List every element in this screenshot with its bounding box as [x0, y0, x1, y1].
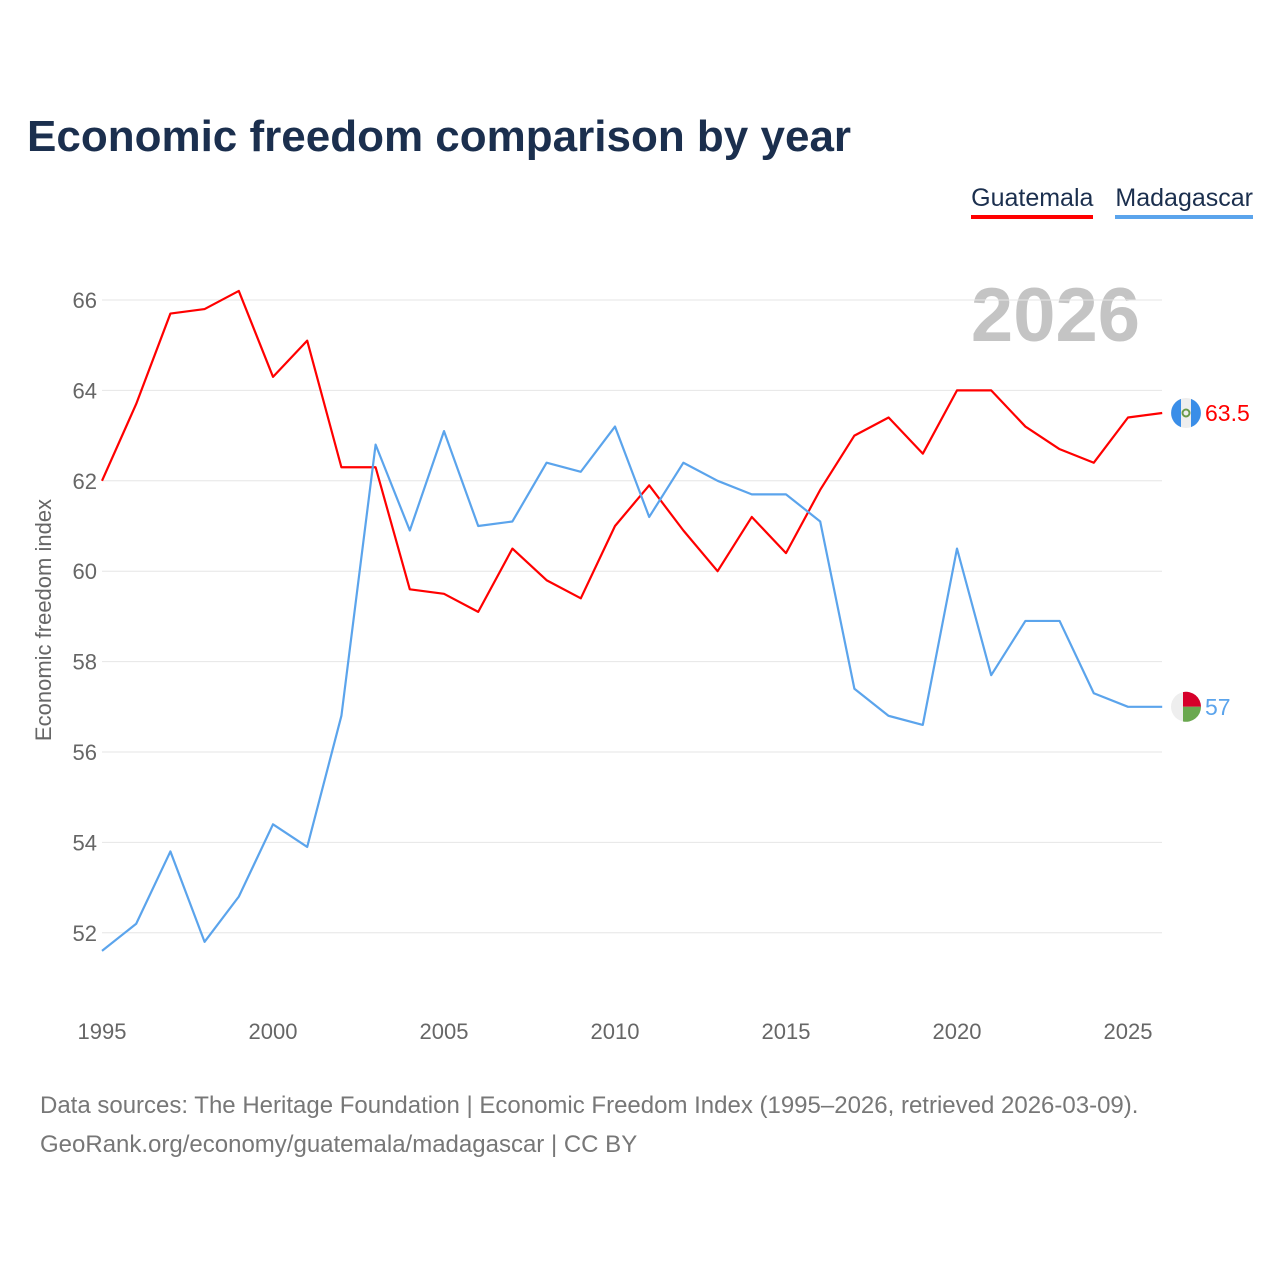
footer: Data sources: The Heritage Foundation | …	[40, 1086, 1138, 1164]
flag-green	[1183, 706, 1201, 722]
x-tick-label: 2020	[933, 1019, 982, 1044]
legend: Guatemala Madagascar	[971, 184, 1253, 219]
x-tick-label: 2005	[420, 1019, 469, 1044]
end-value-label: 57	[1205, 694, 1231, 720]
flag-emblem	[1181, 408, 1191, 418]
flag-icon-madagascar	[1171, 691, 1201, 722]
y-tick-label: 52	[73, 921, 97, 946]
legend-madagascar[interactable]: Madagascar	[1115, 184, 1253, 219]
end-value-label: 63.5	[1205, 400, 1250, 426]
year-watermark: 2026	[971, 273, 1140, 358]
y-tick-label: 54	[73, 830, 97, 855]
x-tick-label: 2015	[762, 1019, 811, 1044]
chart-title: Economic freedom comparison by year	[27, 112, 852, 161]
y-tick-label: 56	[73, 740, 97, 765]
y-tick-label: 60	[73, 559, 97, 584]
x-tick-label: 2000	[249, 1019, 298, 1044]
x-tick-label: 2025	[1104, 1019, 1153, 1044]
footer-sources: Data sources: The Heritage Foundation | …	[40, 1092, 1139, 1119]
flag-stripe	[1171, 398, 1181, 428]
y-tick-label: 66	[73, 288, 97, 313]
x-tick-label: 1995	[78, 1019, 127, 1044]
legend-guatemala[interactable]: Guatemala	[971, 184, 1094, 219]
y-axis-label: Economic freedom index	[31, 499, 56, 741]
series-line-guatemala	[100, 289, 1163, 613]
y-tick-label: 58	[73, 650, 97, 675]
flag-icon-guatemala	[1171, 398, 1201, 428]
flag-red	[1183, 691, 1201, 707]
series-line-madagascar	[101, 425, 1163, 952]
y-tick-label: 64	[73, 378, 97, 403]
footer-link[interactable]: GeoRank.org/economy/guatemala/madagascar…	[40, 1131, 638, 1158]
x-tick-label: 2010	[591, 1019, 640, 1044]
y-tick-label: 62	[73, 469, 97, 494]
flag-stripe	[1191, 398, 1201, 428]
